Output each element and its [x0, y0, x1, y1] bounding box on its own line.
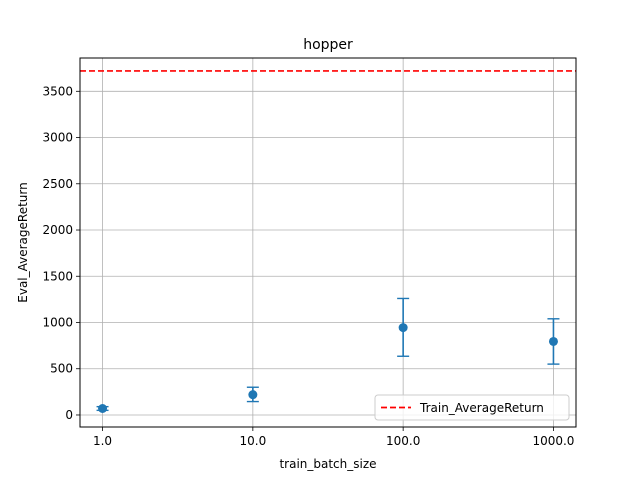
y-tick-label: 3000: [42, 131, 73, 145]
legend-box: [374, 394, 570, 421]
data-point: [398, 323, 408, 333]
data-point: [98, 404, 108, 414]
y-tick-label: 1500: [42, 269, 73, 283]
y-tick-label: 2500: [42, 177, 73, 191]
series: [96, 297, 560, 414]
x-tick-label: 100.0: [386, 434, 420, 448]
x-axis-label: train_batch_size: [279, 457, 376, 471]
legend: Train_AverageReturn: [374, 394, 570, 421]
legend-label-train-averagereturn: Train_AverageReturn: [419, 401, 544, 415]
data-point: [548, 336, 558, 346]
grid: [80, 58, 576, 427]
chart-title: hopper: [303, 37, 353, 53]
y-tick-label: 500: [50, 362, 73, 376]
y-tick-label: 1000: [42, 315, 73, 329]
y-tick-label: 3500: [42, 84, 73, 98]
y-tick-label: 0: [65, 408, 73, 422]
ticks: 1.0 10.0 100.0 1000.0 0 500 1000 1500 2000 2500 30…: [42, 84, 574, 448]
y-tick-label: 2000: [42, 223, 73, 237]
y-axis-label: Eval_AverageReturn: [16, 182, 30, 302]
plot-frame: [79, 57, 577, 428]
x-tick-label: 10.0: [239, 434, 266, 448]
x-tick-label: 1000.0: [532, 434, 574, 448]
x-tick-label: 1.0: [93, 434, 112, 448]
data-point: [248, 390, 258, 400]
